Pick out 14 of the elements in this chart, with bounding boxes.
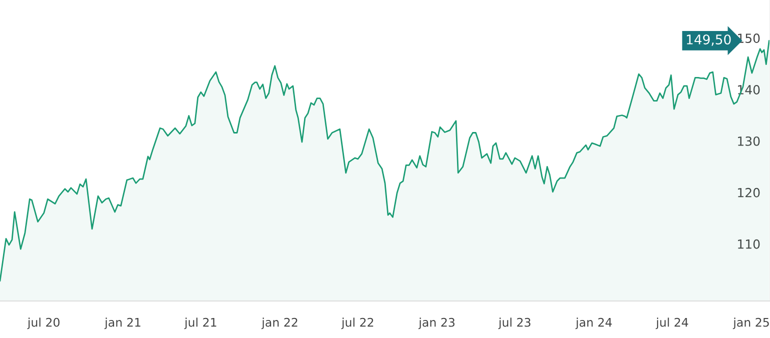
x-tick-label: jul 21 [184,318,216,330]
x-tick-label: jan 22 [261,318,298,330]
x-tick-label: jan 24 [575,318,612,330]
x-tick-label: jul 23 [498,318,530,330]
y-tick-label: 120 [738,188,760,198]
y-tick-label: 130 [738,136,760,146]
x-tick-label: jan 23 [418,318,454,330]
x-tick-label: jan 25 [732,318,769,330]
x-tick-label: jul 22 [341,318,374,330]
x-tick-label: jul 20 [27,318,60,330]
annotation: 149,50 [686,34,731,46]
y-tick-label: 110 [738,239,760,249]
x-tick-label: jul 24 [656,318,688,330]
x-tick-label: jan 21 [104,318,140,330]
